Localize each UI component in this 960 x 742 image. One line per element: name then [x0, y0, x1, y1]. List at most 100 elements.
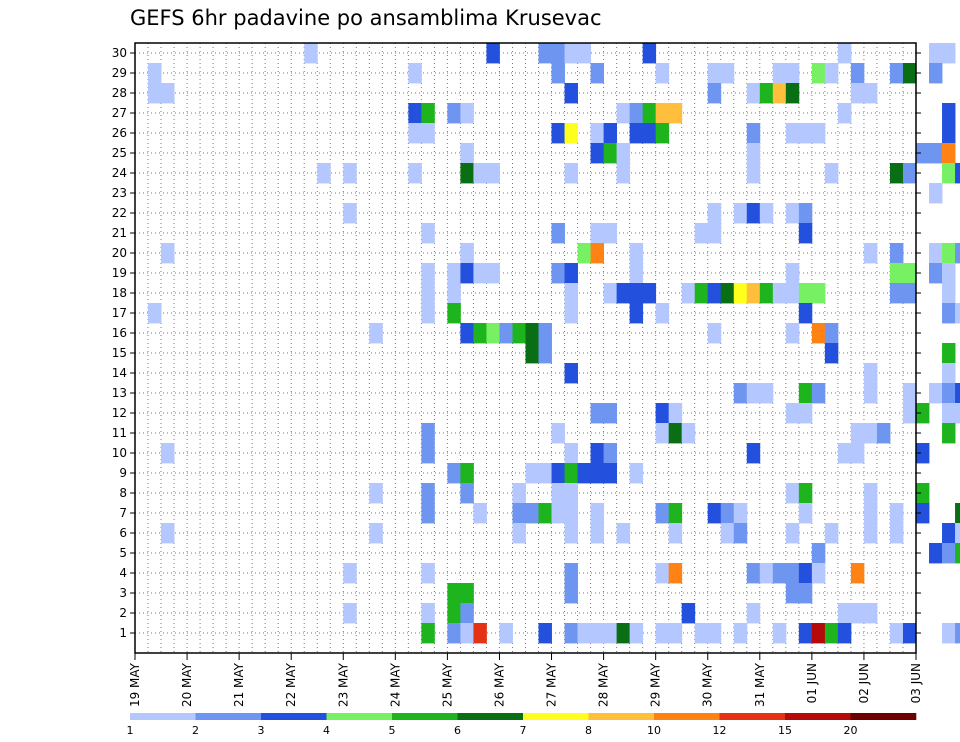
heatmap-cell [473, 503, 487, 524]
heatmap-cell [343, 163, 357, 184]
x-tick-label: 29 MAY [649, 662, 663, 707]
colorbar-label: 7 [520, 724, 527, 737]
heatmap-cell [785, 583, 800, 604]
x-tick-label: 21 MAY [232, 662, 246, 707]
heatmap-cell [824, 63, 839, 84]
heatmap-cell [447, 263, 461, 284]
heatmap-cell [460, 603, 474, 624]
y-tick-label: 17 [112, 306, 127, 320]
heatmap-cell [942, 263, 956, 284]
heatmap-cell [538, 503, 552, 524]
heatmap-cell [785, 263, 800, 284]
heatmap-cell [902, 403, 917, 424]
heatmap-cell [603, 283, 618, 304]
heatmap-cell [694, 623, 709, 644]
heatmap-cell [512, 523, 526, 544]
heatmap-cell [889, 623, 904, 644]
x-tick-label: 19 MAY [128, 662, 142, 707]
colorbar-swatch [588, 713, 655, 720]
heatmap-cell [421, 103, 435, 124]
y-tick-label: 11 [112, 426, 127, 440]
heatmap-cell [564, 443, 578, 464]
heatmap-cell [955, 623, 960, 644]
heatmap-cell [798, 583, 813, 604]
heatmap-cell [317, 163, 331, 184]
y-tick-label: 6 [119, 526, 127, 540]
heatmap-cell [798, 483, 813, 504]
heatmap-cell [577, 243, 591, 264]
heatmap-cell [942, 303, 956, 324]
heatmap-cell [707, 623, 722, 644]
heatmap-cell [564, 263, 578, 284]
heatmap-cell [564, 463, 578, 484]
heatmap-cell [785, 203, 800, 224]
heatmap-cell [850, 423, 865, 444]
colorbar-label: 6 [454, 724, 461, 737]
heatmap-cell [746, 563, 761, 584]
heatmap-cell [408, 163, 422, 184]
heatmap-cell [707, 503, 722, 524]
heatmap-cell [408, 103, 422, 124]
heatmap-cell [603, 403, 618, 424]
heatmap-cell [720, 523, 735, 544]
y-tick-label: 12 [112, 406, 127, 420]
heatmap-cell [538, 343, 552, 364]
heatmap-cell [655, 623, 670, 644]
heatmap-cell [850, 83, 865, 104]
heatmap-cell [811, 283, 826, 304]
heatmap-cell [512, 483, 526, 504]
y-tick-label: 14 [112, 366, 127, 380]
heatmap-cell [460, 463, 474, 484]
y-tick-labels: 1234567891011121314151617181920212223242… [112, 46, 127, 640]
heatmap-cell [538, 463, 552, 484]
heatmap-cell [942, 383, 956, 404]
heatmap-cell [929, 263, 943, 284]
heatmap-cell [772, 563, 787, 584]
heatmap-cell [863, 83, 878, 104]
heatmap-cell [681, 423, 696, 444]
heatmap-cell [564, 583, 578, 604]
heatmap-cell [629, 263, 644, 284]
heatmap-cell [564, 43, 578, 64]
heatmap-cell [642, 283, 657, 304]
heatmap-cell [343, 603, 357, 624]
heatmap-cell [798, 203, 813, 224]
heatmap-cell [955, 383, 960, 404]
heatmap-cell [942, 343, 956, 364]
heatmap-cell [551, 223, 565, 244]
x-tick-label: 31 MAY [753, 662, 767, 707]
heatmap-cell [733, 383, 748, 404]
heatmap-cell [902, 383, 917, 404]
y-tick-label: 22 [112, 206, 127, 220]
heatmap-cell [772, 63, 787, 84]
heatmap-cell [421, 503, 435, 524]
x-tick-label: 03 JUN [909, 663, 923, 703]
heatmap-cell [916, 403, 930, 424]
heatmap-cell [369, 523, 383, 544]
heatmap-cell [916, 143, 930, 164]
heatmap-cell [759, 203, 774, 224]
colorbar-swatch [719, 713, 786, 720]
heatmap-cell [929, 383, 943, 404]
colorbar-swatch [195, 713, 262, 720]
heatmap-cell [525, 503, 539, 524]
colorbar-swatch [654, 713, 720, 720]
y-tick-label: 9 [119, 466, 127, 480]
y-tick-label: 25 [112, 146, 127, 160]
heatmap-cell [668, 563, 683, 584]
x-tick-label: 24 MAY [388, 662, 402, 707]
x-tick-label: 23 MAY [336, 662, 350, 707]
heatmap-cell [889, 243, 904, 264]
heatmap-cell [733, 623, 748, 644]
heatmap-cell [369, 323, 383, 344]
heatmap-cell [811, 323, 826, 344]
heatmap-cell [616, 103, 631, 124]
x-tick-label: 27 MAY [545, 662, 559, 707]
heatmap-cell [369, 483, 383, 504]
heatmap-cell [863, 503, 878, 524]
heatmap-cell [707, 63, 722, 84]
colorbar-label: 8 [585, 724, 592, 737]
heatmap-cell [746, 83, 761, 104]
heatmap-cell [668, 623, 683, 644]
